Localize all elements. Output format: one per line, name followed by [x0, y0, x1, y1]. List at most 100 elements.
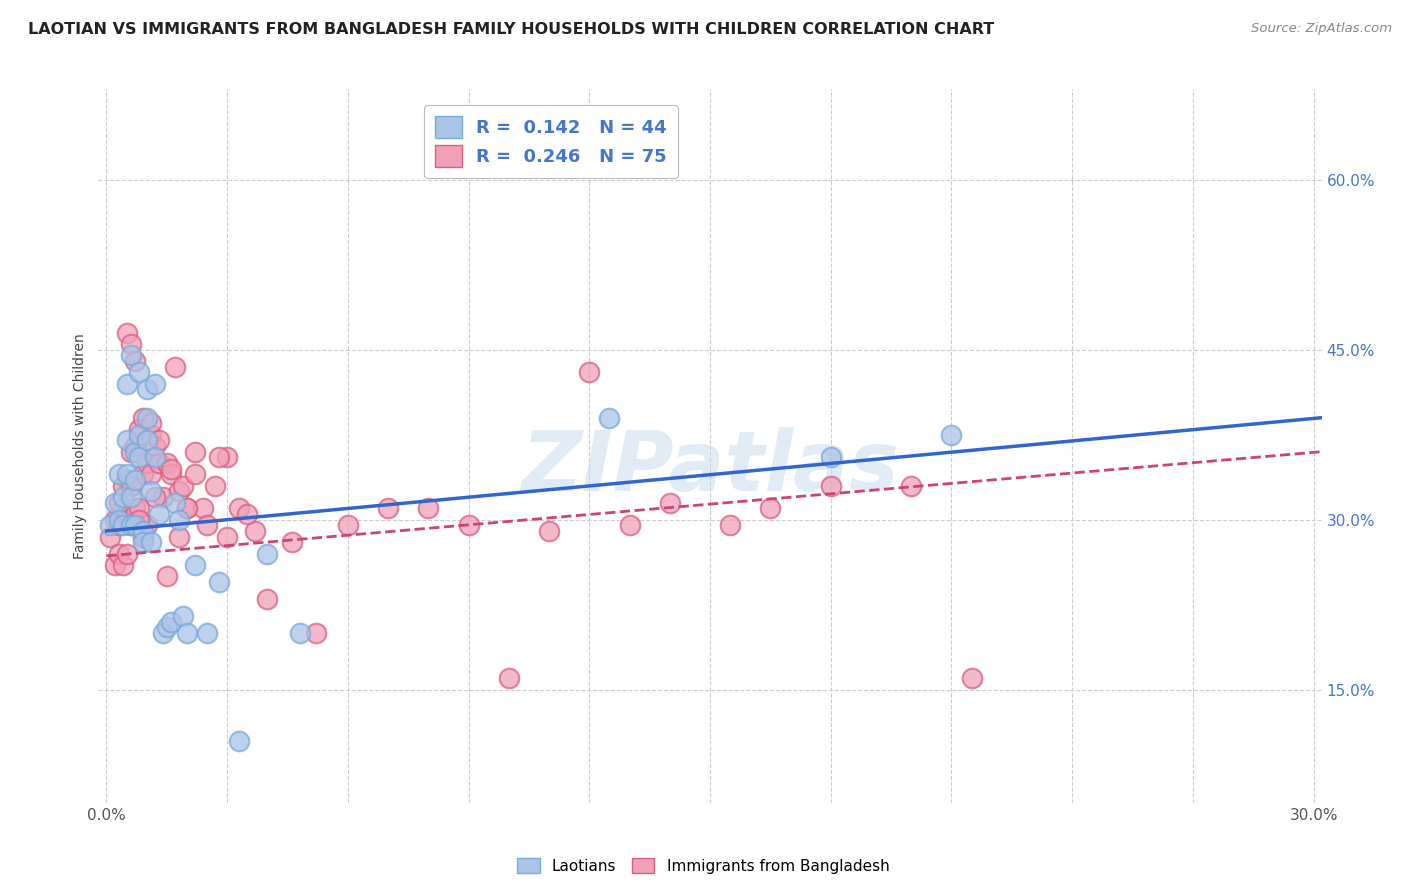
Point — [115, 547, 138, 561]
Point — [619, 518, 641, 533]
Point — [256, 547, 278, 561]
Point — [115, 507, 138, 521]
Point — [120, 490, 142, 504]
Point — [578, 365, 600, 379]
Point — [135, 383, 157, 397]
Point — [120, 518, 142, 533]
Point — [143, 439, 166, 453]
Point — [236, 507, 259, 521]
Point — [139, 467, 162, 482]
Point — [131, 524, 153, 538]
Point — [176, 501, 198, 516]
Point — [195, 518, 218, 533]
Point — [131, 535, 153, 549]
Point — [167, 513, 190, 527]
Point — [718, 518, 741, 533]
Point — [457, 518, 479, 533]
Point — [538, 524, 561, 538]
Point — [115, 326, 138, 340]
Point — [418, 501, 440, 516]
Point — [256, 591, 278, 606]
Point — [111, 490, 134, 504]
Point — [115, 434, 138, 448]
Point — [120, 478, 142, 492]
Point — [120, 444, 142, 458]
Point — [176, 626, 198, 640]
Point — [107, 547, 129, 561]
Point — [176, 501, 198, 516]
Point — [135, 456, 157, 470]
Point — [124, 354, 146, 368]
Point — [658, 495, 681, 509]
Point — [759, 501, 782, 516]
Point — [191, 501, 214, 516]
Point — [139, 417, 162, 431]
Point — [148, 507, 170, 521]
Point — [172, 478, 194, 492]
Point — [900, 478, 922, 492]
Point — [115, 467, 138, 482]
Point — [124, 501, 146, 516]
Point — [131, 410, 153, 425]
Point — [107, 513, 129, 527]
Point — [115, 473, 138, 487]
Point — [128, 450, 150, 465]
Point — [103, 558, 125, 572]
Point — [160, 615, 183, 629]
Point — [103, 495, 125, 509]
Point — [107, 518, 129, 533]
Point — [139, 535, 162, 549]
Point — [152, 490, 174, 504]
Point — [336, 518, 359, 533]
Y-axis label: Family Households with Children: Family Households with Children — [73, 333, 87, 559]
Point — [107, 495, 129, 509]
Point — [288, 626, 311, 640]
Point — [217, 530, 239, 544]
Point — [208, 574, 231, 589]
Point — [228, 501, 250, 516]
Point — [120, 337, 142, 351]
Point — [208, 450, 231, 465]
Point — [120, 518, 142, 533]
Point — [100, 518, 122, 533]
Point — [139, 427, 162, 442]
Text: Source: ZipAtlas.com: Source: ZipAtlas.com — [1251, 22, 1392, 36]
Point — [156, 620, 179, 634]
Point — [111, 518, 134, 533]
Point — [131, 467, 153, 482]
Point — [184, 467, 207, 482]
Point — [128, 513, 150, 527]
Point — [960, 671, 983, 685]
Legend: Laotians, Immigrants from Bangladesh: Laotians, Immigrants from Bangladesh — [510, 852, 896, 880]
Point — [128, 365, 150, 379]
Point — [135, 434, 157, 448]
Legend: R =  0.142   N = 44, R =  0.246   N = 75: R = 0.142 N = 44, R = 0.246 N = 75 — [425, 105, 678, 178]
Point — [377, 501, 399, 516]
Point — [124, 518, 146, 533]
Text: ZIPatlas: ZIPatlas — [522, 427, 898, 508]
Point — [820, 450, 842, 465]
Point — [128, 427, 150, 442]
Point — [143, 450, 166, 465]
Point — [103, 513, 125, 527]
Point — [111, 478, 134, 492]
Point — [184, 444, 207, 458]
Point — [167, 484, 190, 499]
Point — [128, 422, 150, 436]
Point — [172, 608, 194, 623]
Point — [163, 359, 186, 374]
Point — [163, 495, 186, 509]
Point — [195, 626, 218, 640]
Point — [184, 558, 207, 572]
Point — [148, 434, 170, 448]
Point — [100, 530, 122, 544]
Point — [217, 450, 239, 465]
Point — [280, 535, 302, 549]
Text: LAOTIAN VS IMMIGRANTS FROM BANGLADESH FAMILY HOUSEHOLDS WITH CHILDREN CORRELATIO: LAOTIAN VS IMMIGRANTS FROM BANGLADESH FA… — [28, 22, 994, 37]
Point — [148, 456, 170, 470]
Point — [135, 410, 157, 425]
Point — [143, 376, 166, 391]
Point — [305, 626, 328, 640]
Point — [124, 473, 146, 487]
Point — [143, 490, 166, 504]
